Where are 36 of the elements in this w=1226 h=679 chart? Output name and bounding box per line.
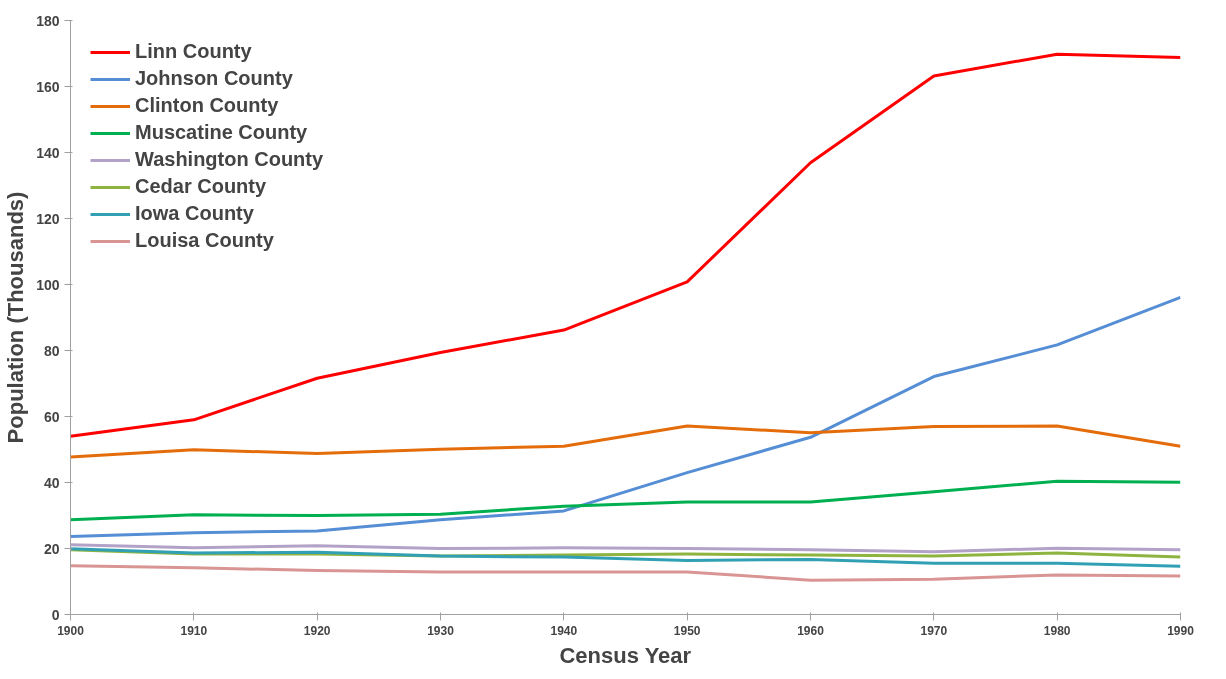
legend-label: Washington County (135, 148, 324, 171)
legend-label: Clinton County (135, 94, 279, 117)
legend-label: Johnson County (135, 67, 293, 90)
y-tick-label: 60 (43, 408, 60, 425)
x-tick-label: 1920 (303, 623, 331, 638)
y-axis-title: Population (Thousands) (3, 191, 29, 444)
line-series (70, 424, 1181, 459)
x-tick-label: 1990 (1167, 623, 1195, 638)
legend-label: Muscatine County (135, 121, 308, 144)
x-tick-label: 1960 (797, 623, 825, 638)
y-tick-label: 20 (43, 540, 60, 557)
line-series (70, 564, 1181, 582)
line-series (70, 295, 1181, 539)
x-tick-label: 1980 (1043, 623, 1071, 638)
legend-label: Cedar County (135, 175, 267, 198)
x-tick-label: 1930 (427, 623, 455, 638)
legend-label: Iowa County (135, 202, 254, 225)
x-tick-label: 1970 (920, 623, 948, 638)
y-tick-label: 80 (43, 342, 60, 359)
x-tick-label: 1940 (550, 623, 578, 638)
x-tick-label: 1900 (57, 623, 85, 638)
y-tick-label: 180 (36, 12, 60, 29)
y-tick-label: 160 (36, 78, 60, 95)
line-series (70, 543, 1181, 554)
line-series (70, 547, 1181, 568)
y-tick-label: 100 (36, 276, 60, 293)
x-tick-label: 1950 (673, 623, 701, 638)
y-tick-label: 40 (43, 474, 60, 491)
y-tick-label: 0 (51, 606, 60, 623)
x-tick-label: 1910 (180, 623, 208, 638)
x-axis-title: Census Year (559, 642, 692, 668)
line-series (70, 479, 1181, 522)
y-tick-label: 140 (36, 144, 60, 161)
legend-label: Linn County (135, 40, 252, 63)
legend-label: Louisa County (135, 229, 274, 252)
y-tick-label: 120 (36, 210, 60, 227)
